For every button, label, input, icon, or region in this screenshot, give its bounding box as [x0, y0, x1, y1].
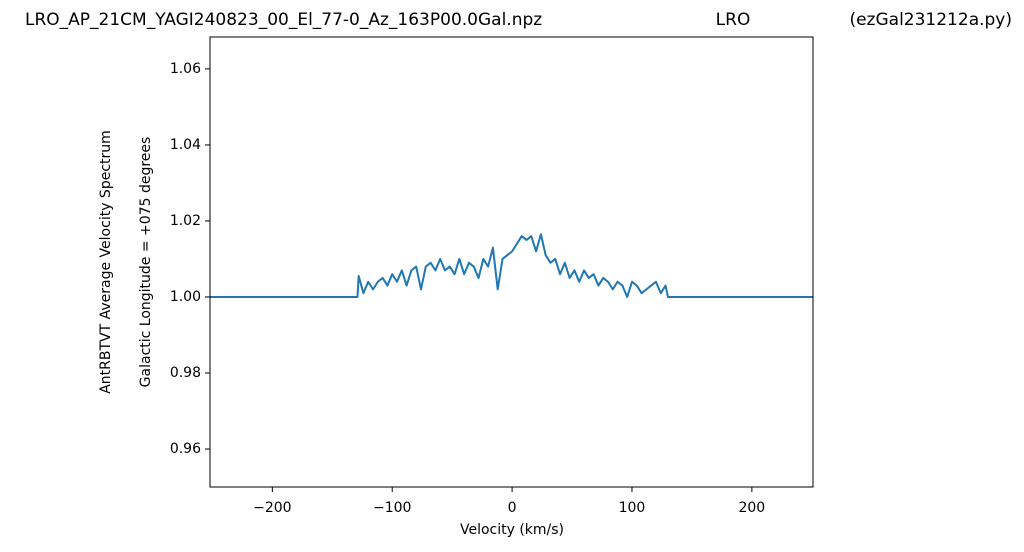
plot-frame — [209, 36, 814, 488]
chart-title: LRO_AP_21CM_YAGI240823_00_El_77-0_Az_163… — [25, 10, 542, 30]
y-axis-label: AntRBTVT Average Velocity Spectrum — [98, 130, 114, 394]
y-tick-label: 1.04 — [170, 137, 201, 153]
y-tick-label: 1.02 — [170, 213, 201, 229]
x-tick-label: 200 — [738, 500, 765, 516]
y-tick-label: 0.98 — [170, 365, 201, 381]
y-tick-label: 0.96 — [170, 441, 201, 457]
x-tick-label: −100 — [373, 500, 411, 516]
x-axis-label: Velocity (km/s) — [460, 522, 564, 538]
y-tick-label: 1.00 — [170, 289, 201, 305]
chart-title-center: LRO — [716, 10, 751, 30]
x-tick-label: 0 — [508, 500, 517, 516]
data-line — [210, 233, 813, 298]
x-tick-label: −200 — [253, 500, 291, 516]
y-tick-label: 1.06 — [170, 61, 201, 77]
chart-title-right: (ezGal231212a.py) — [849, 10, 1012, 30]
y-axis-label: Galactic Longitude = +075 degrees — [138, 137, 154, 388]
x-tick-label: 100 — [619, 500, 646, 516]
